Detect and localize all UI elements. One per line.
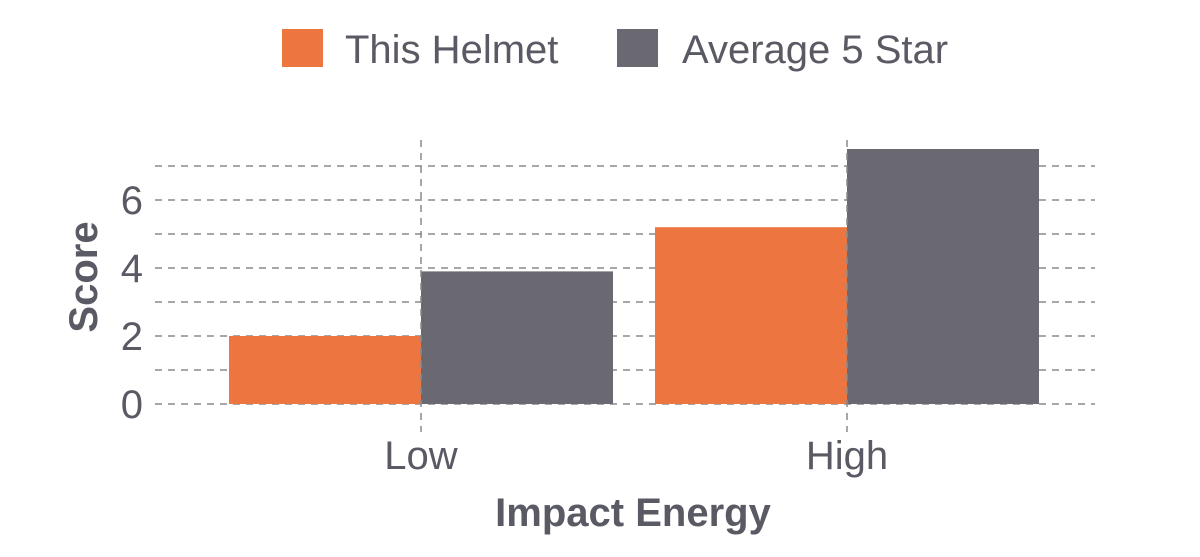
y-tick-label: 6 xyxy=(121,179,143,223)
legend: This Helmet Average 5 Star xyxy=(282,28,948,72)
y-axis-title: Score xyxy=(62,221,106,332)
bar-this-helmet-low xyxy=(229,336,421,404)
bar-average-5-star-high xyxy=(847,149,1039,404)
legend-swatch-this-helmet xyxy=(282,29,323,67)
y-tick-label: 4 xyxy=(121,247,143,291)
bar-average-5-star-low xyxy=(421,271,613,404)
legend-label-average-5-star: Average 5 Star xyxy=(682,28,948,72)
legend-label-this-helmet: This Helmet xyxy=(345,28,558,72)
bars xyxy=(229,149,1039,404)
x-axis-ticks: Low High xyxy=(384,434,888,478)
x-tick-label: Low xyxy=(384,434,457,478)
x-axis-title: Impact Energy xyxy=(495,491,771,535)
y-tick-label: 2 xyxy=(121,315,143,359)
legend-swatch-average-5-star xyxy=(617,29,658,67)
category-separators xyxy=(420,140,848,432)
y-tick-label: 0 xyxy=(121,383,143,427)
y-axis-ticks: 0 2 4 6 xyxy=(121,179,143,427)
x-tick-label: High xyxy=(806,434,888,478)
bar-this-helmet-high xyxy=(655,227,847,404)
